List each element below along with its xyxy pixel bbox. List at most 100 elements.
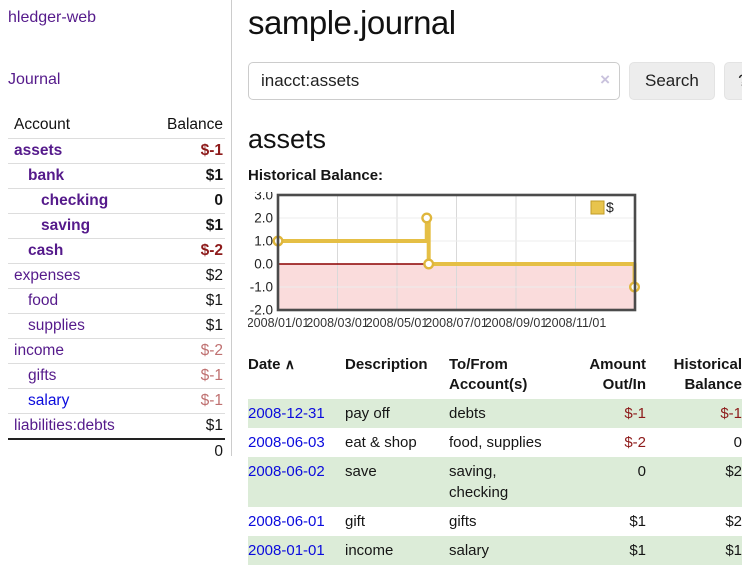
transaction-accounts: salary xyxy=(449,536,562,565)
header-tofrom-accounts: To/From Account(s) xyxy=(449,352,562,399)
transaction-description: income xyxy=(345,536,449,565)
transaction-balance: $1 xyxy=(648,536,742,565)
svg-text:$: $ xyxy=(606,199,614,215)
svg-text:2008/05/01: 2008/05/01 xyxy=(366,316,429,330)
account-row-liabilities-debts: liabilities:debts $1 xyxy=(8,414,225,440)
account-link-bank[interactable]: bank xyxy=(28,167,64,184)
account-link-liabilities-debts[interactable]: liabilities:debts xyxy=(14,417,115,434)
header-description: Description xyxy=(345,352,449,399)
search-input[interactable] xyxy=(248,62,620,100)
transaction-row: 2008-06-03 eat & shop food, supplies $-2… xyxy=(248,428,742,457)
sidebar-item-journal[interactable]: Journal xyxy=(8,71,60,89)
transaction-row: 2008-06-02 save saving, checking 0 $2 xyxy=(248,457,742,507)
header-amount-outin: Amount Out/In xyxy=(562,352,648,399)
account-balance: $1 xyxy=(145,214,225,239)
transaction-accounts: gifts xyxy=(449,507,562,536)
account-link-supplies[interactable]: supplies xyxy=(28,317,85,334)
transaction-balance: $-1 xyxy=(648,399,742,428)
account-link-income[interactable]: income xyxy=(14,342,64,359)
account-row-expenses: expenses $2 xyxy=(8,264,225,289)
transaction-balance: 0 xyxy=(648,428,742,457)
transaction-balance: $2 xyxy=(648,507,742,536)
account-row-salary: salary $-1 xyxy=(8,389,225,414)
search-form: × Search ? xyxy=(248,62,742,100)
account-link-assets[interactable]: assets xyxy=(14,142,62,159)
account-link-cash[interactable]: cash xyxy=(28,242,63,259)
account-row-supplies: supplies $1 xyxy=(8,314,225,339)
main-content: sample.journal × Search ? assets Histori… xyxy=(232,0,742,582)
header-date[interactable]: Date ∧ xyxy=(248,352,345,399)
transaction-amount: $1 xyxy=(562,536,648,565)
accounts-header-row: Account Balance xyxy=(8,114,225,139)
transaction-row: 2008-12-31 pay off debts $-1 $-1 xyxy=(248,399,742,428)
transaction-description: eat & shop xyxy=(345,428,449,457)
account-link-expenses[interactable]: expenses xyxy=(14,267,80,284)
account-row-income: income $-2 xyxy=(8,339,225,364)
transaction-date-link[interactable]: 2008-01-01 xyxy=(248,542,325,559)
account-balance: $-1 xyxy=(145,139,225,164)
transaction-date-link[interactable]: 2008-06-02 xyxy=(248,463,325,480)
brand-link[interactable]: hledger-web xyxy=(8,9,96,27)
transaction-date-link[interactable]: 2008-06-01 xyxy=(248,513,325,530)
account-balance: $-1 xyxy=(145,364,225,389)
account-row-checking: checking 0 xyxy=(8,189,225,214)
transaction-accounts: food, supplies xyxy=(449,428,562,457)
header-historical-balance: Historical Balance xyxy=(648,352,742,399)
account-row-bank: bank $1 xyxy=(8,164,225,189)
sort-ascending-icon: ∧ xyxy=(285,356,295,372)
account-balance: $1 xyxy=(145,414,225,440)
account-row-cash: cash $-2 xyxy=(8,239,225,264)
account-balance: $2 xyxy=(145,264,225,289)
clear-search-icon[interactable]: × xyxy=(600,70,610,90)
account-link-saving[interactable]: saving xyxy=(41,217,90,234)
header-date-label: Date xyxy=(248,356,281,373)
transactions-header-row: Date ∧ Description To/From Account(s) Am… xyxy=(248,352,742,399)
accounts-header-balance: Balance xyxy=(145,114,225,139)
historical-balance-chart: $3.02.01.00.0-1.0-2.02008/01/012008/03/0… xyxy=(248,192,648,334)
transaction-date-link[interactable]: 2008-12-31 xyxy=(248,405,325,422)
account-row-assets: assets $-1 xyxy=(8,139,225,164)
account-row-food: food $1 xyxy=(8,289,225,314)
chart-label: Historical Balance: xyxy=(248,167,742,184)
transaction-description: pay off xyxy=(345,399,449,428)
transaction-row: 2008-06-01 gift gifts $1 $2 xyxy=(248,507,742,536)
accounts-header-account: Account xyxy=(8,114,145,139)
accounts-total-row: 0 xyxy=(8,439,225,464)
accounts-table: Account Balance assets $-1 bank $1 check… xyxy=(8,114,225,464)
svg-text:2.0: 2.0 xyxy=(254,211,273,226)
transaction-description: gift xyxy=(345,507,449,536)
transactions-table: Date ∧ Description To/From Account(s) Am… xyxy=(248,352,742,565)
svg-text:2008/03/01: 2008/03/01 xyxy=(306,316,369,330)
transaction-accounts: debts xyxy=(449,399,562,428)
account-link-food[interactable]: food xyxy=(28,292,58,309)
transaction-accounts: saving, checking xyxy=(449,457,562,507)
account-title: assets xyxy=(248,124,742,155)
account-balance: 0 xyxy=(145,189,225,214)
account-link-salary[interactable]: salary xyxy=(28,392,69,409)
account-balance: $1 xyxy=(145,314,225,339)
svg-text:2008/01/01: 2008/01/01 xyxy=(248,316,309,330)
account-link-checking[interactable]: checking xyxy=(41,192,108,209)
svg-text:3.0: 3.0 xyxy=(254,192,273,203)
account-balance: $-1 xyxy=(145,389,225,414)
svg-text:2008/11/01: 2008/11/01 xyxy=(545,316,607,330)
transaction-amount: $-1 xyxy=(562,399,648,428)
svg-text:-1.0: -1.0 xyxy=(250,280,273,295)
svg-text:2008/07/01: 2008/07/01 xyxy=(425,316,488,330)
transaction-amount: 0 xyxy=(562,457,648,507)
transaction-description: save xyxy=(345,457,449,507)
search-button[interactable]: Search xyxy=(629,62,715,100)
account-row-gifts: gifts $-1 xyxy=(8,364,225,389)
help-button[interactable]: ? xyxy=(724,62,742,100)
account-row-saving: saving $1 xyxy=(8,214,225,239)
transaction-row: 2008-01-01 income salary $1 $1 xyxy=(248,536,742,565)
svg-text:2008/09/01: 2008/09/01 xyxy=(485,316,548,330)
account-balance: $-2 xyxy=(145,239,225,264)
transaction-date-link[interactable]: 2008-06-03 xyxy=(248,434,325,451)
account-balance: $1 xyxy=(145,289,225,314)
transaction-amount: $-2 xyxy=(562,428,648,457)
account-balance: $1 xyxy=(145,164,225,189)
sidebar: hledger-web Journal Account Balance asse… xyxy=(0,0,232,456)
svg-text:1.0: 1.0 xyxy=(254,234,273,249)
account-link-gifts[interactable]: gifts xyxy=(28,367,56,384)
